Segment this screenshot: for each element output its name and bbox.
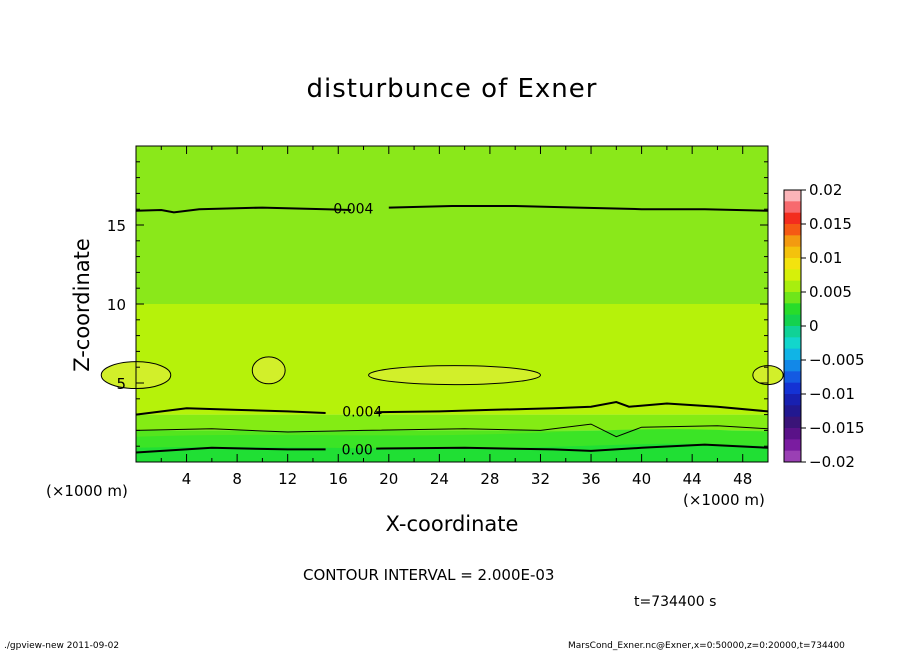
- colorbar-segment-9: [784, 292, 801, 304]
- contour-island-2: [368, 365, 541, 386]
- colorbar-segment-1: [784, 201, 801, 214]
- x-unit-label-left: (×1000 m): [46, 482, 128, 500]
- contour-line-bottom-left: [135, 446, 326, 454]
- contour-line-lower-thin: [135, 423, 769, 438]
- colorbar-segment-0: [784, 190, 801, 202]
- y-axis-label: Z-coordinate: [70, 238, 94, 372]
- contour-band-bottom-fill: [136, 443, 768, 462]
- contour-label-1: 0.004: [342, 404, 382, 420]
- colorbar-segment-15: [784, 360, 801, 372]
- x-tick-label-9: 40: [632, 470, 651, 488]
- contour-line-mid-left: [135, 407, 326, 416]
- y-tick-label-1: 10: [107, 296, 126, 314]
- contour-interval-text: CONTOUR INTERVAL = 2.000E-03: [303, 566, 555, 584]
- colorbar-segment-23: [784, 450, 801, 463]
- colorbar-segment-11: [784, 314, 801, 327]
- colorbar-segment-22: [784, 439, 801, 452]
- x-tick-label-5: 24: [430, 470, 449, 488]
- colorbar-segment-6: [784, 258, 801, 270]
- colorbar-segment-3: [784, 224, 801, 236]
- x-tick-label-1: 8: [232, 470, 242, 488]
- colorbar-label-7: −0.015: [809, 419, 865, 437]
- colorbar-segment-19: [784, 405, 801, 418]
- colorbar-label-5: −0.005: [809, 351, 865, 369]
- x-tick-label-7: 32: [531, 470, 550, 488]
- colorbar-label-8: −0.02: [809, 453, 855, 471]
- colorbar-label-0: 0.02: [809, 181, 842, 199]
- colorbar-segment-7: [784, 269, 801, 282]
- colorbar-segment-18: [784, 394, 801, 406]
- contour-line-bottom-right: [376, 443, 769, 452]
- y-tick-label-0: 5: [116, 375, 126, 393]
- contour-band-4: [136, 304, 768, 415]
- colorbar-segment-21: [784, 428, 801, 440]
- colorbar-segment-13: [784, 337, 801, 350]
- colorbar-segment-14: [784, 348, 801, 361]
- contour-band-3: [136, 414, 768, 431]
- colorbar-segment-20: [784, 416, 801, 429]
- colorbar-label-4: 0: [809, 317, 819, 335]
- x-tick-label-11: 48: [733, 470, 752, 488]
- colorbar-segment-10: [784, 303, 801, 316]
- footer-program-date: ./gpview-new 2011-09-02: [4, 641, 120, 651]
- colorbar-segment-16: [784, 371, 801, 384]
- colorbar-segment-17: [784, 382, 801, 395]
- contour-line-mid-right: [376, 400, 769, 414]
- colorbar-label-6: −0.01: [809, 385, 855, 403]
- contour-island-1: [251, 356, 286, 385]
- contour-line-upper-left: [135, 206, 351, 214]
- x-tick-label-3: 16: [329, 470, 348, 488]
- x-tick-label-10: 44: [683, 470, 702, 488]
- chart-title: disturbunce of Exner: [306, 74, 598, 104]
- colorbar-label-1: 0.015: [809, 215, 852, 233]
- colorbar-label-2: 0.01: [809, 249, 842, 267]
- colorbar-segment-12: [784, 326, 801, 338]
- colorbar-label-3: 0.005: [809, 283, 852, 301]
- x-axis-label: X-coordinate: [385, 512, 519, 536]
- y-tick-label-2: 15: [107, 217, 126, 235]
- contour-band-5: [136, 146, 768, 304]
- colorbar-segment-2: [784, 212, 801, 225]
- x-tick-label-0: 4: [182, 470, 192, 488]
- contour-label-0: 0.004: [333, 201, 373, 217]
- colorbar-segment-4: [784, 235, 801, 248]
- contour-line-upper-right: [388, 205, 769, 212]
- time-label: t=734400 s: [634, 594, 717, 610]
- x-tick-label-8: 36: [581, 470, 600, 488]
- colorbar-segment-5: [784, 246, 801, 259]
- x-unit-label-right: (×1000 m): [683, 491, 765, 509]
- contour-label-2: 0.00: [342, 442, 373, 458]
- x-tick-label-6: 28: [480, 470, 499, 488]
- x-tick-label-2: 12: [278, 470, 297, 488]
- footer-source: MarsCond_Exner.nc@Exner,x=0:50000,z=0:20…: [568, 641, 845, 651]
- x-tick-label-4: 20: [379, 470, 398, 488]
- colorbar-segment-8: [784, 280, 801, 293]
